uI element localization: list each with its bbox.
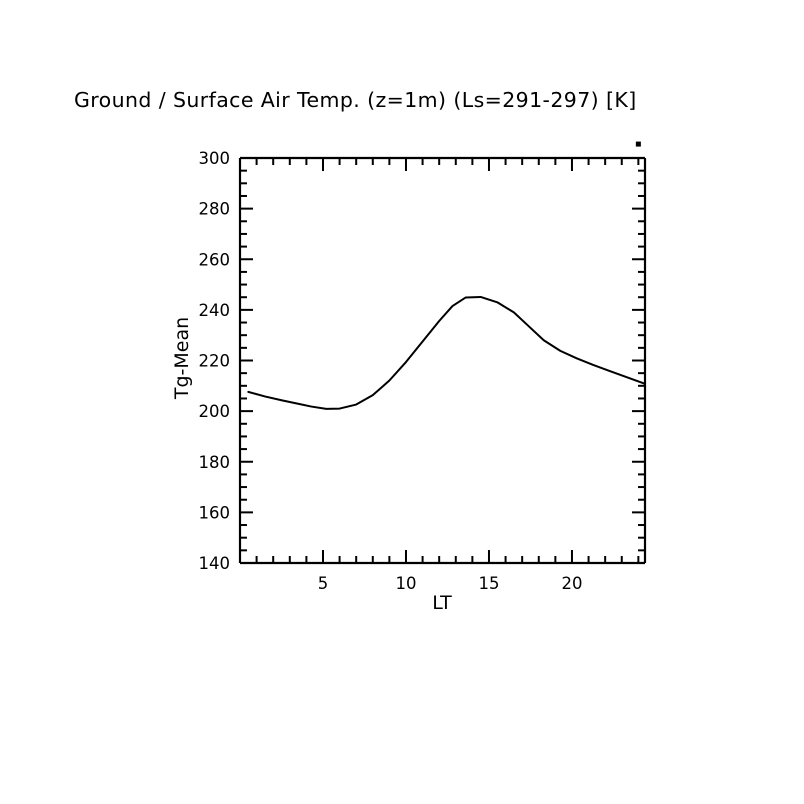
x-axis-tick-labels: 5 10 15 20	[318, 574, 583, 593]
y-axis-title: Tg-Mean	[171, 317, 193, 400]
corner-mark-icon	[635, 141, 641, 147]
x-axis-ticks	[239, 158, 640, 563]
y-tick-label: 240	[199, 301, 231, 320]
y-tick-label: 280	[199, 200, 231, 219]
x-tick-label: 15	[478, 574, 499, 593]
data-series-line	[247, 295, 646, 410]
x-axis-title: LT	[432, 592, 452, 614]
x-tick-label: 10	[395, 574, 416, 593]
y-tick-label: 160	[199, 503, 231, 522]
y-tick-label: 220	[199, 352, 231, 371]
chart-title: Ground / Surface Air Temp. (z=1m) (Ls=29…	[74, 88, 637, 112]
y-axis-tick-labels: 140 160 180 200 220 240 260 280 300	[199, 149, 231, 573]
y-tick-label: 260	[199, 250, 231, 269]
y-axis-ticks	[240, 157, 645, 564]
plot-annotations	[635, 141, 641, 147]
y-tick-label: 300	[199, 149, 231, 168]
y-tick-label: 180	[199, 453, 231, 472]
y-tick-label: 140	[199, 554, 231, 573]
x-tick-label: 5	[318, 574, 329, 593]
y-tick-label: 200	[199, 402, 231, 421]
x-tick-label: 20	[561, 574, 582, 593]
